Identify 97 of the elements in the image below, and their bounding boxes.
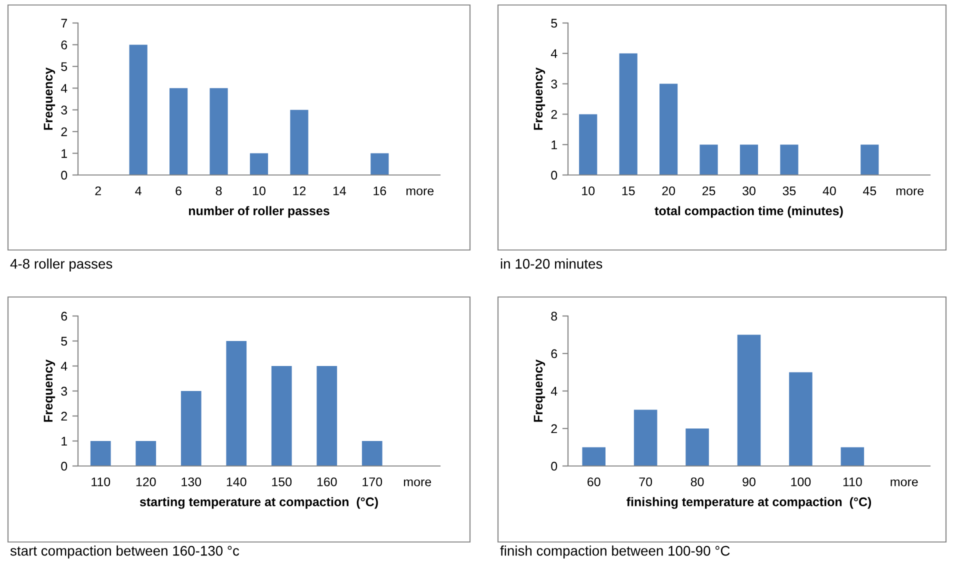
- y-tick-label: 0: [551, 170, 558, 180]
- y-tick-label: 4: [550, 386, 558, 396]
- bar: [370, 153, 389, 175]
- x-tick-label: 10: [253, 186, 266, 196]
- x-axis-title: finishing temperature at compaction (°C): [626, 497, 872, 509]
- y-tick-label: 1: [62, 436, 67, 446]
- text: start compaction between 160-130 °c: [10, 546, 240, 558]
- x-tick-label: 25: [702, 186, 716, 196]
- x-tick-label: more: [404, 479, 432, 486]
- x-tick-label: 110: [843, 477, 862, 486]
- x-tick-label: 110: [92, 477, 110, 486]
- y-tick-label: 2: [61, 127, 67, 136]
- y-tick-label: 1: [552, 140, 557, 150]
- y-tick-label: 2: [551, 110, 557, 119]
- bar: [290, 110, 308, 175]
- bar: [226, 341, 247, 466]
- y-axis-title: Frequency: [534, 359, 546, 422]
- x-axis-title: number of roller passes: [188, 206, 330, 218]
- y-tick-label: 3: [551, 80, 558, 88]
- x-tick-label: 45: [863, 186, 876, 196]
- bar: [840, 447, 864, 466]
- x-tick-label: 70: [639, 477, 652, 486]
- x-tick-label: more: [896, 188, 924, 196]
- x-tick-label: 160: [317, 477, 337, 486]
- bar: [619, 53, 638, 175]
- x-tick-label: 12: [293, 186, 306, 196]
- x-tick-label: 15: [622, 186, 635, 196]
- x-tick-label: 14: [333, 186, 346, 196]
- y-tick-label: 4: [60, 362, 68, 371]
- bar: [579, 114, 598, 175]
- x-tick-label: 20: [662, 186, 676, 196]
- x-tick-label: 130: [182, 477, 202, 486]
- x-tick-label: 150: [272, 477, 292, 486]
- bar: [860, 144, 879, 175]
- x-tick-label: 6: [176, 186, 182, 196]
- y-tick-label: 3: [61, 386, 68, 396]
- y-tick-label: 7: [61, 18, 67, 28]
- bar: [271, 366, 292, 466]
- y-tick-label: 5: [551, 18, 558, 28]
- x-tick-label: 60: [588, 477, 600, 486]
- bar: [180, 391, 202, 466]
- x-tick-label: 4: [135, 186, 142, 196]
- y-tick-label: 6: [61, 40, 68, 50]
- y-tick-label: 4: [60, 84, 68, 93]
- y-tick-label: 1: [62, 149, 67, 158]
- x-axis-title: starting temperature at compaction (°C): [140, 497, 378, 509]
- x-tick-label: 90: [742, 477, 756, 486]
- x-tick-label: 2: [95, 186, 101, 196]
- text: 4-8 roller passes: [10, 258, 112, 272]
- y-axis-title: Frequency: [44, 359, 56, 422]
- x-tick-label: 30: [742, 186, 756, 196]
- y-tick-label: 0: [551, 462, 558, 471]
- y-tick-label: 6: [61, 312, 68, 321]
- bar: [582, 447, 606, 466]
- bar: [90, 441, 111, 466]
- bar: [634, 410, 658, 466]
- x-tick-label: more: [406, 188, 434, 196]
- y-tick-label: 2: [61, 412, 67, 421]
- x-tick-label: 170: [362, 477, 382, 486]
- x-axis-title: total compaction time (minutes): [654, 206, 843, 218]
- text: finish compaction between 100-90 °C: [500, 546, 730, 558]
- bar: [362, 441, 382, 466]
- x-tick-label: 10: [582, 186, 595, 196]
- y-tick-label: 0: [61, 170, 68, 180]
- x-tick-label: 80: [690, 477, 704, 486]
- x-tick-label: 100: [791, 477, 811, 486]
- bar: [129, 44, 148, 175]
- y-tick-label: 5: [61, 336, 68, 346]
- y-axis-title: Frequency: [534, 67, 546, 130]
- bar: [686, 428, 709, 466]
- bar: [780, 144, 798, 175]
- y-tick-label: 4: [550, 49, 558, 58]
- bar: [136, 441, 156, 466]
- y-axis-title: Frequency: [44, 67, 56, 130]
- x-tick-label: 35: [782, 186, 796, 196]
- bar: [250, 153, 268, 175]
- bar: [210, 88, 228, 175]
- y-tick-label: 2: [551, 424, 557, 434]
- y-tick-label: 8: [551, 312, 558, 321]
- bar: [316, 366, 338, 466]
- text: in 10-20 minutes: [500, 258, 602, 269]
- bar: [700, 144, 718, 175]
- x-tick-label: 120: [136, 477, 156, 486]
- y-tick-label: 0: [61, 462, 68, 471]
- x-tick-label: 16: [374, 186, 386, 196]
- y-tick-label: 5: [61, 62, 68, 72]
- x-tick-label: 8: [216, 186, 222, 196]
- bar: [737, 334, 761, 466]
- x-tick-label: 40: [822, 186, 836, 196]
- y-tick-label: 3: [61, 106, 68, 115]
- y-tick-label: 6: [551, 349, 558, 358]
- bar: [740, 144, 758, 175]
- x-tick-label: more: [890, 479, 918, 486]
- x-tick-label: 140: [226, 477, 246, 486]
- bar: [170, 88, 188, 175]
- bar: [789, 372, 812, 466]
- bar: [660, 84, 678, 175]
